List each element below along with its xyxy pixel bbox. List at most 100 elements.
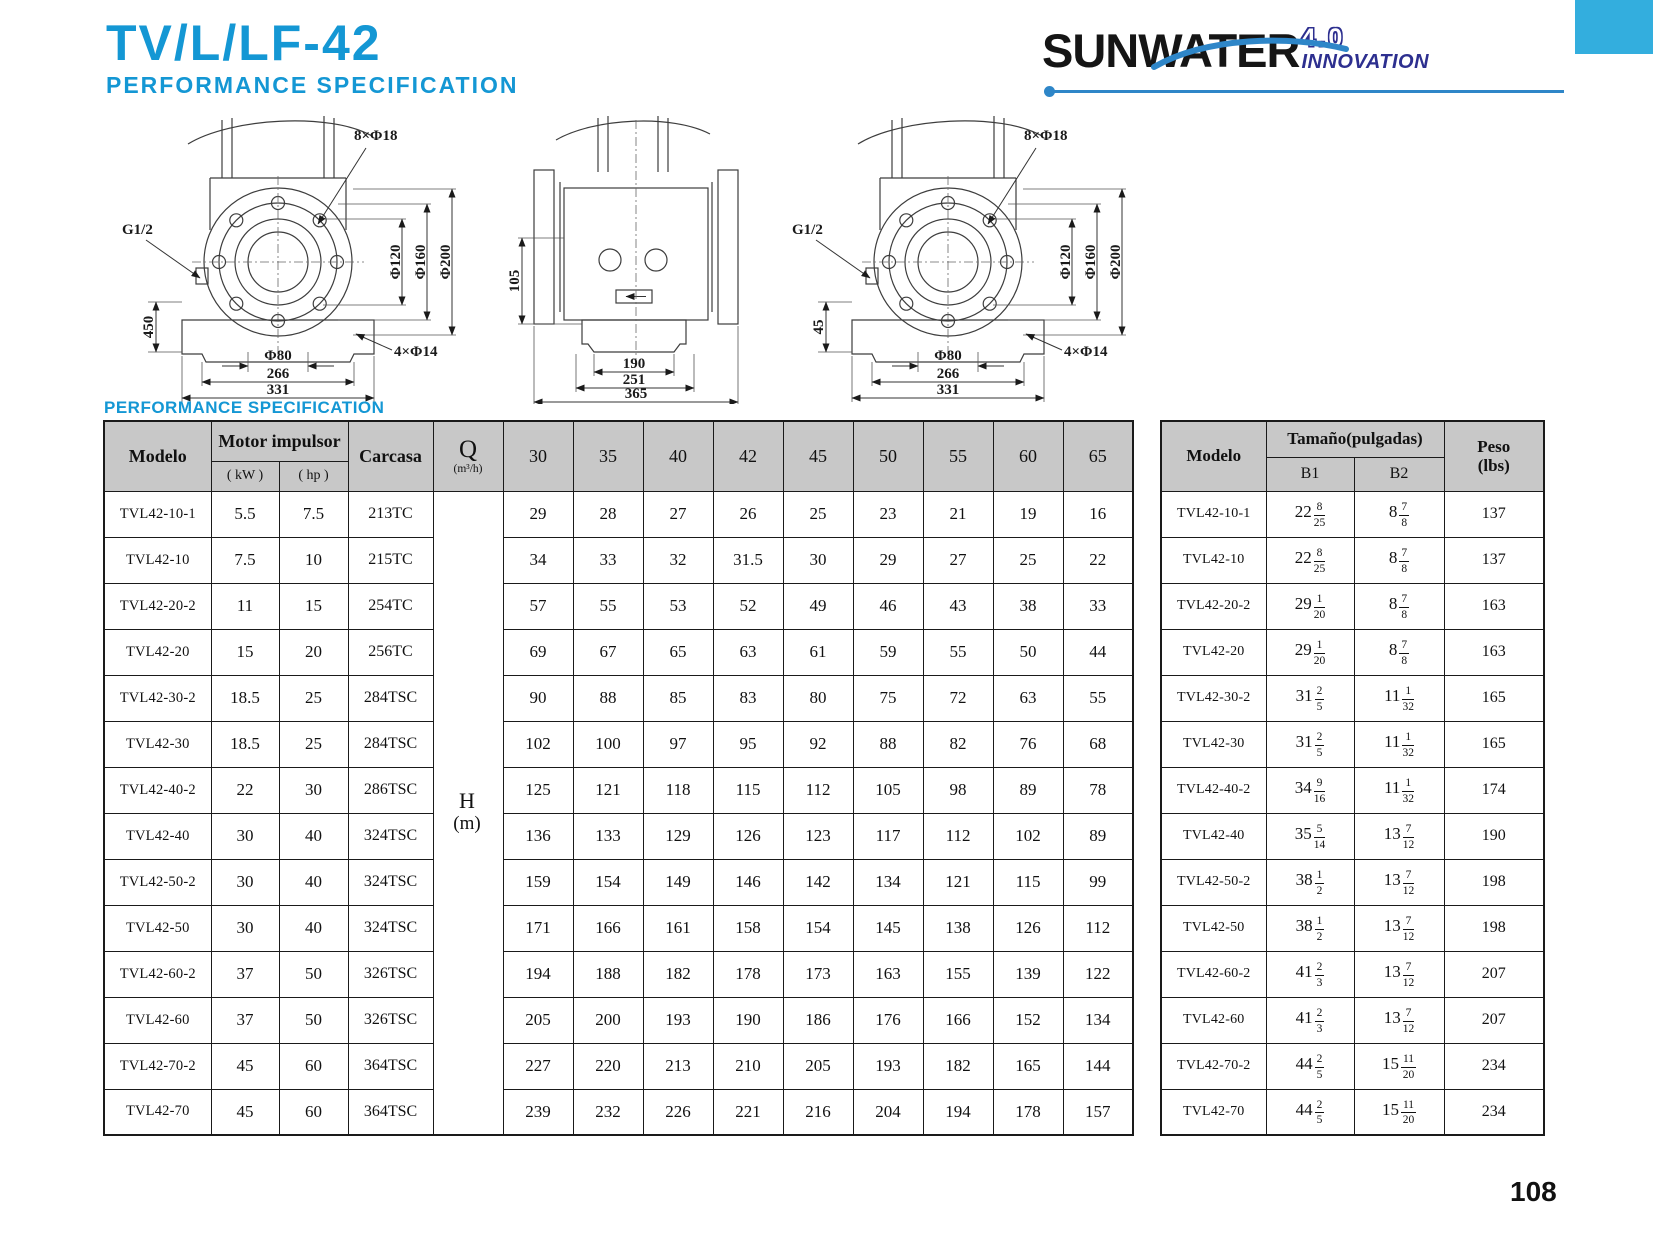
kw-cell: 30 — [210, 904, 280, 952]
hp-cell: 25 — [278, 720, 349, 768]
b2-numerator: 7 — [1402, 823, 1415, 838]
b1-cell: 44 2 5 — [1265, 1088, 1355, 1136]
head-value-cell: 99 — [1062, 858, 1134, 906]
b2-fraction: 11 20 — [1400, 1099, 1417, 1127]
head-value-cell: 166 — [922, 996, 994, 1044]
dimension-annotations: Φ120 Φ160 Φ200 45 G1/2 8×Φ18 Φ80 — [792, 128, 1126, 402]
head-value-cell: 239 — [502, 1088, 574, 1136]
b1-fraction: 1 20 — [1313, 593, 1326, 621]
b1-fraction: 5 14 — [1313, 823, 1326, 851]
head-value-cell: 75 — [852, 674, 924, 722]
b2-numerator: 7 — [1402, 1007, 1415, 1022]
b1-whole: 22 — [1294, 548, 1312, 568]
col-header-b1: B1 — [1265, 456, 1355, 492]
b1-denominator: 5 — [1316, 700, 1323, 713]
b1-denominator: 20 — [1313, 654, 1326, 667]
carcasa-cell: 284TSC — [347, 674, 434, 722]
model-cell: TVL42-20 — [1160, 628, 1267, 676]
b2-denominator: 8 — [1401, 562, 1408, 575]
b2-cell: 13 7 12 — [1353, 950, 1445, 998]
table-row: TVL42-60-2 41 2 3 13 7 12 207 — [1160, 950, 1545, 998]
b2-whole: 13 — [1383, 962, 1401, 982]
b1-whole: 44 — [1295, 1100, 1313, 1120]
model-cell: TVL42-30 — [1160, 720, 1267, 768]
dim-bolt-holes: 8×Φ18 — [1024, 128, 1067, 144]
page-title: TV/L/LF-42 — [106, 15, 382, 71]
b2-denominator: 32 — [1402, 792, 1414, 805]
carcasa-cell: 256TC — [347, 628, 434, 676]
head-value-cell: 43 — [922, 582, 994, 630]
head-value-cell: 117 — [852, 812, 924, 860]
head-value-cell: 27 — [642, 490, 714, 538]
peso-cell: 234 — [1443, 1042, 1545, 1090]
b1-cell: 29 1 20 — [1265, 628, 1355, 676]
col-header-hp: ( hp ) — [278, 460, 349, 492]
kw-cell: 18.5 — [210, 720, 280, 768]
b2-whole: 15 — [1381, 1054, 1399, 1074]
b2-cell: 15 11 20 — [1353, 1042, 1445, 1090]
head-value-cell: 216 — [782, 1088, 854, 1136]
b2-denominator: 20 — [1402, 1114, 1415, 1127]
head-value-cell: 226 — [642, 1088, 714, 1136]
peso-cell: 198 — [1443, 858, 1545, 906]
head-value-cell: 190 — [712, 996, 784, 1044]
head-value-cell: 163 — [852, 950, 924, 998]
head-value-cell: 57 — [502, 582, 574, 630]
head-value-cell: 126 — [992, 904, 1064, 952]
dim-width-inner: 266 — [267, 366, 290, 382]
dimensions-table: Modelo Tamaño(pulgadas) Peso (lbs) B1 B2… — [1160, 420, 1546, 1136]
peso-unit: (lbs) — [1477, 456, 1510, 476]
hp-cell: 50 — [278, 950, 349, 998]
flow-unit: (m³/h) — [453, 463, 483, 476]
table-row: TVL42-50 38 1 2 13 7 12 198 — [1160, 904, 1545, 952]
head-value-cell: 32 — [642, 536, 714, 584]
peso-cell: 198 — [1443, 904, 1545, 952]
table-row: TVL42-70 45 60 364TSC 239 232 226 221 21… — [103, 1088, 1134, 1136]
b1-fraction: 8 25 — [1313, 501, 1326, 529]
logo-innovation: INNOVATION — [1301, 51, 1430, 73]
table-row: TVL42-20 15 20 256TC 69 67 65 63 61 59 5… — [103, 628, 1134, 676]
model-cell: TVL42-10-1 — [1160, 490, 1267, 538]
b1-cell: 41 2 3 — [1265, 950, 1355, 998]
b2-numerator: 7 — [1399, 501, 1410, 516]
table-row: TVL42-30 18.5 25 284TSC 102 100 97 95 92… — [103, 720, 1134, 768]
page-subtitle: PERFORMANCE SPECIFICATION — [106, 72, 519, 98]
kw-cell: 22 — [210, 766, 280, 814]
col-header-kw: ( kW ) — [210, 460, 280, 492]
dimension-annotations: Φ120 Φ160 Φ200 450 G1/2 8×Φ18 Φ80 — [122, 128, 456, 402]
b1-numerator: 2 — [1314, 961, 1325, 976]
col-header-flow-35: 35 — [572, 420, 644, 492]
dim-base-holes: 4×Φ14 — [394, 344, 438, 360]
b2-whole: 8 — [1388, 640, 1398, 660]
b1-numerator: 8 — [1313, 547, 1326, 562]
model-cell: TVL42-40-2 — [1160, 766, 1267, 814]
head-value-cell: 149 — [642, 858, 714, 906]
table-row: TVL42-50 30 40 324TSC 171 166 161 158 15… — [103, 904, 1134, 952]
b2-whole: 15 — [1381, 1100, 1399, 1120]
b2-whole: 13 — [1383, 1008, 1401, 1028]
b1-numerator: 2 — [1314, 1007, 1325, 1022]
b1-denominator: 16 — [1313, 792, 1326, 805]
pump-outline — [181, 116, 375, 363]
b2-numerator: 1 — [1402, 731, 1414, 746]
logo-suffix-block: 4.0 INNOVATION — [1301, 26, 1430, 74]
dim-dia80: Φ80 — [264, 348, 291, 364]
b2-cell: 13 7 12 — [1353, 812, 1445, 860]
head-column-spacer — [432, 1089, 504, 1135]
head-value-cell: 33 — [572, 536, 644, 584]
b1-denominator: 3 — [1316, 976, 1323, 989]
b1-cell: 22 8 25 — [1265, 536, 1355, 584]
head-value-cell: 55 — [922, 628, 994, 676]
table-row: TVL42-10 7.5 10 215TC 34 33 32 31.5 30 2… — [103, 536, 1134, 584]
model-cell: TVL42-70-2 — [103, 1042, 212, 1090]
head-value-cell: 227 — [502, 1042, 574, 1090]
dim-bolt-holes: 8×Φ18 — [354, 128, 397, 144]
head-value-cell: 204 — [852, 1088, 924, 1136]
hp-cell: 7.5 — [278, 490, 349, 538]
head-value-cell: 133 — [572, 812, 644, 860]
head-value-cell: 138 — [922, 904, 994, 952]
dim-base-holes: 4×Φ14 — [1064, 344, 1108, 360]
head-value-cell: 102 — [992, 812, 1064, 860]
